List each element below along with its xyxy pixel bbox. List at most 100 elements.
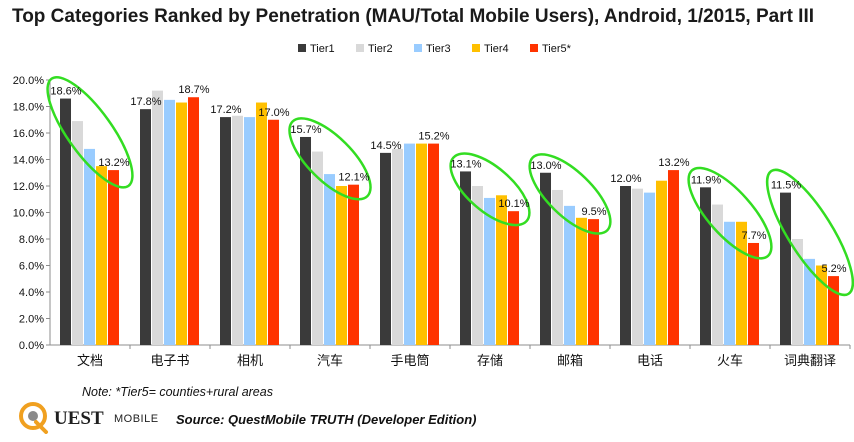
quest-mobile-logo: UEST MOBILE — [14, 398, 174, 438]
data-label: 11.5% — [771, 180, 802, 192]
bar — [620, 186, 631, 345]
legend-label: Tier5* — [542, 43, 572, 55]
legend-swatch — [298, 44, 306, 52]
bar — [152, 90, 163, 345]
legend-swatch — [472, 44, 480, 52]
highlight-ellipse — [288, 117, 372, 201]
bar — [256, 102, 267, 346]
data-label: 12.1% — [338, 172, 369, 184]
y-tick-label: 20.0% — [13, 75, 44, 87]
bar — [312, 151, 323, 345]
bar — [324, 174, 335, 345]
logo-mobile-text: MOBILE — [114, 413, 159, 425]
bar — [392, 148, 403, 345]
bar — [348, 184, 359, 345]
y-tick-label: 12.0% — [13, 181, 44, 193]
bar — [736, 221, 747, 345]
highlight-ellipse — [449, 152, 531, 227]
x-tick-label: 词典翻译 — [784, 353, 836, 368]
bar — [632, 188, 643, 345]
data-label: 18.7% — [178, 84, 209, 96]
legend-label: Tier1 — [310, 43, 335, 55]
bar — [644, 192, 655, 345]
bar — [668, 170, 679, 345]
y-tick-label: 10.0% — [13, 208, 44, 220]
bar — [472, 186, 483, 345]
bar — [244, 117, 255, 345]
y-tick-label: 16.0% — [13, 128, 44, 140]
footnote: Note: *Tier5= counties+rural areas — [82, 385, 273, 399]
bar — [416, 143, 427, 345]
data-label: 5.2% — [821, 263, 846, 275]
legend-label: Tier3 — [426, 43, 451, 55]
data-label: 15.7% — [290, 124, 321, 136]
bar — [724, 221, 735, 345]
data-label: 10.1% — [498, 198, 529, 210]
x-tick-label: 汽车 — [317, 353, 343, 368]
highlight-ellipse — [528, 153, 612, 235]
chart-title: Top Categories Ranked by Penetration (MA… — [12, 6, 815, 27]
bar — [748, 242, 759, 345]
bar — [220, 117, 231, 345]
bar — [380, 152, 391, 345]
legend-label: Tier2 — [368, 43, 393, 55]
bar — [404, 143, 415, 345]
bar — [540, 172, 551, 345]
x-tick-label: 相机 — [237, 353, 263, 368]
bar — [816, 265, 827, 345]
data-label: 18.6% — [50, 86, 81, 98]
y-tick-label: 8.0% — [19, 234, 44, 246]
highlight-ellipse — [687, 166, 773, 260]
x-tick-label: 电子书 — [150, 353, 189, 368]
y-tick-label: 2.0% — [19, 314, 44, 326]
bar — [804, 258, 815, 345]
bar — [140, 109, 151, 346]
bar — [564, 205, 575, 345]
bar — [552, 189, 563, 345]
bar — [460, 171, 471, 345]
bar — [484, 197, 495, 345]
highlight-ellipse — [46, 75, 134, 189]
q-logo-icon — [19, 402, 48, 434]
data-label: 12.0% — [610, 173, 641, 185]
y-tick-label: 6.0% — [19, 261, 44, 273]
data-label: 15.2% — [418, 131, 449, 143]
bar — [828, 276, 839, 345]
bar — [700, 187, 711, 345]
data-label: 13.2% — [658, 157, 689, 169]
bar — [164, 99, 175, 345]
data-label: 7.7% — [741, 230, 766, 242]
data-label: 17.8% — [130, 96, 161, 108]
x-tick-label: 手电筒 — [390, 353, 429, 368]
data-label: 13.2% — [98, 157, 129, 169]
legend-swatch — [414, 44, 422, 52]
bar — [576, 217, 587, 345]
bar — [712, 204, 723, 345]
bar — [300, 136, 311, 345]
logo-uest-text: UEST — [54, 408, 104, 429]
bar — [792, 239, 803, 345]
x-tick-label: 文档 — [77, 353, 103, 368]
y-tick-label: 4.0% — [19, 287, 44, 299]
bar — [176, 102, 187, 346]
bar — [508, 211, 519, 345]
y-tick-label: 0.0% — [19, 340, 44, 352]
data-label: 13.1% — [450, 158, 481, 170]
bar — [588, 219, 599, 345]
legend-swatch — [530, 44, 538, 52]
bar — [656, 180, 667, 345]
source-line: Source: QuestMobile TRUTH (Developer Edi… — [176, 412, 477, 427]
bar — [268, 119, 279, 345]
bar — [336, 186, 347, 345]
data-label: 17.2% — [210, 104, 241, 116]
legend-swatch — [356, 44, 364, 52]
bar — [428, 143, 439, 345]
data-label: 17.0% — [258, 107, 289, 119]
x-tick-label: 邮箱 — [557, 353, 583, 368]
bar — [72, 121, 83, 345]
x-tick-label: 电话 — [637, 353, 663, 368]
data-label: 9.5% — [581, 206, 606, 218]
x-tick-label: 存储 — [477, 353, 503, 368]
bar — [188, 97, 199, 345]
